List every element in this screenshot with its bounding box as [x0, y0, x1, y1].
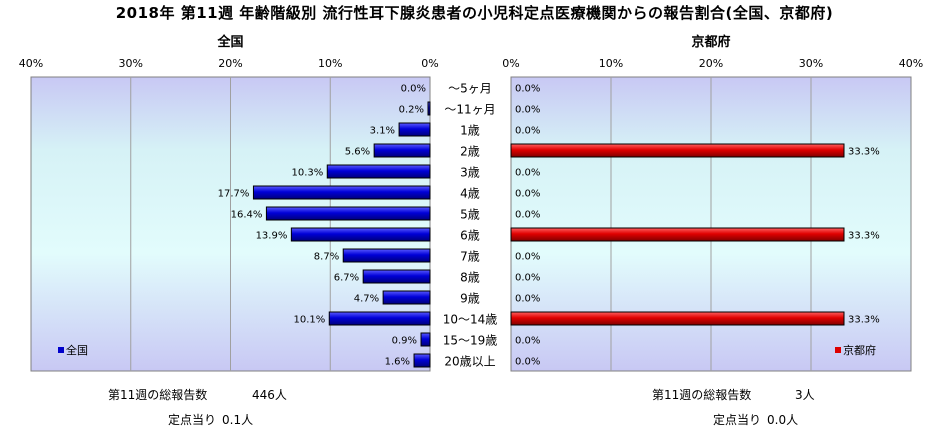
category-label: 15～19歳 — [443, 334, 498, 348]
national-bar — [413, 353, 431, 368]
kyoto-tick-label: 30% — [799, 57, 823, 70]
national-tick-label: 30% — [119, 57, 143, 70]
category-label: 1歳 — [460, 124, 480, 138]
kyoto-data-label: 0.0% — [515, 273, 540, 284]
national-bar — [373, 143, 431, 158]
kyoto-data-label: 33.3% — [848, 315, 880, 326]
kyoto-panel-title: 京都府 — [691, 34, 730, 50]
kyoto-per-label: 定点当り — [713, 413, 762, 427]
national-bar — [420, 332, 431, 347]
national-data-label: 6.7% — [334, 273, 359, 284]
category-label: ～5ヶ月 — [448, 82, 492, 96]
national-data-label: 0.0% — [401, 84, 426, 95]
kyoto-legend-label: 京都府 — [843, 343, 876, 357]
category-label: 3歳 — [460, 166, 480, 180]
national-data-label: 16.4% — [231, 210, 263, 221]
category-label: 4歳 — [460, 187, 480, 201]
kyoto-data-label: 0.0% — [515, 105, 540, 116]
kyoto-tick-label: 0% — [502, 57, 519, 70]
kyoto-data-label: 0.0% — [515, 168, 540, 179]
kyoto-bar — [510, 311, 845, 326]
kyoto-bar — [510, 143, 845, 158]
national-data-label: 4.7% — [354, 294, 379, 305]
kyoto-data-label: 0.0% — [515, 210, 540, 221]
category-label: 5歳 — [460, 208, 480, 222]
category-label: ～11ヶ月 — [444, 103, 495, 117]
national-tick-label: 10% — [318, 57, 342, 70]
national-data-label: 13.9% — [256, 231, 288, 242]
category-label: 8歳 — [460, 271, 480, 285]
national-data-label: 10.1% — [293, 315, 325, 326]
category-label: 6歳 — [460, 229, 480, 243]
national-data-label: 3.1% — [370, 126, 395, 137]
chart-title: 2018年 第11週 年齢階級別 流行性耳下腺炎患者の小児科定点医療機関からの報… — [115, 4, 834, 22]
national-total-value: 446人 — [252, 388, 287, 402]
national-legend-label: 全国 — [66, 343, 88, 357]
national-legend-swatch — [58, 347, 64, 353]
national-bar — [290, 227, 431, 242]
kyoto-tick-label: 20% — [699, 57, 723, 70]
kyoto-legend-swatch — [835, 347, 841, 353]
national-bar — [398, 122, 431, 137]
kyoto-tick-label: 10% — [599, 57, 623, 70]
national-data-label: 0.9% — [392, 336, 417, 347]
category-label: 20歳以上 — [444, 355, 495, 369]
category-label: 7歳 — [460, 250, 480, 264]
national-tick-label: 0% — [421, 57, 438, 70]
national-per-label: 定点当り — [168, 413, 217, 427]
national-data-label: 1.6% — [385, 357, 410, 368]
national-panel-title: 全国 — [216, 34, 243, 50]
kyoto-data-label: 0.0% — [515, 189, 540, 200]
kyoto-data-label: 0.0% — [515, 126, 540, 137]
national-per-value: 0.1人 — [222, 413, 254, 427]
national-data-label: 10.3% — [291, 168, 323, 179]
national-bar — [326, 164, 431, 179]
national-bar — [328, 311, 431, 326]
category-label: 10～14歳 — [443, 313, 498, 327]
category-label: 9歳 — [460, 292, 480, 306]
kyoto-data-label: 0.0% — [515, 252, 540, 263]
kyoto-data-label: 0.0% — [515, 357, 540, 368]
kyoto-data-label: 33.3% — [848, 231, 880, 242]
national-bar — [252, 185, 431, 200]
national-total-label: 第11週の総報告数 — [108, 388, 208, 402]
national-tick-label: 20% — [218, 57, 242, 70]
national-bar — [362, 269, 431, 284]
kyoto-tick-label: 40% — [899, 57, 923, 70]
national-data-label: 5.6% — [345, 147, 370, 158]
kyoto-bar — [510, 227, 845, 242]
national-tick-label: 40% — [19, 57, 43, 70]
kyoto-total-value: 3人 — [795, 388, 815, 402]
kyoto-total-label: 第11週の総報告数 — [652, 388, 752, 402]
national-data-label: 17.7% — [218, 189, 250, 200]
kyoto-data-label: 0.0% — [515, 336, 540, 347]
national-bar — [427, 101, 431, 116]
category-label: 2歳 — [460, 145, 480, 159]
national-bar — [382, 290, 431, 305]
kyoto-data-label: 33.3% — [848, 147, 880, 158]
kyoto-per-value: 0.0人 — [767, 413, 799, 427]
national-bar — [342, 248, 431, 263]
kyoto-data-label: 0.0% — [515, 294, 540, 305]
national-data-label: 8.7% — [314, 252, 339, 263]
national-data-label: 0.2% — [399, 105, 424, 116]
kyoto-data-label: 0.0% — [515, 84, 540, 95]
national-bar — [265, 206, 431, 221]
